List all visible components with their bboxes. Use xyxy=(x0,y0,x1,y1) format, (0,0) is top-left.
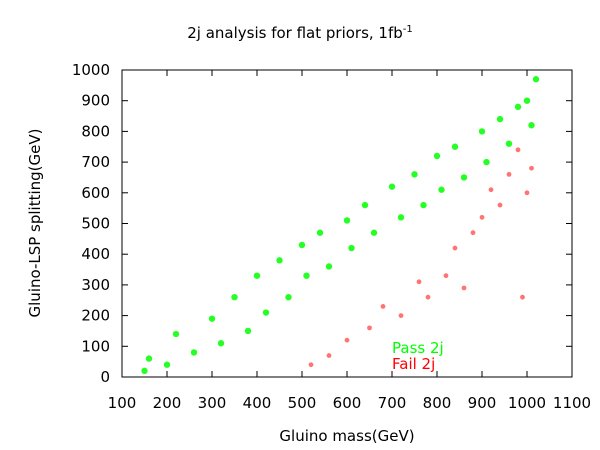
x-tick-label: 600 xyxy=(333,394,362,412)
x-tick-label: 200 xyxy=(153,394,182,412)
pass-2j-point xyxy=(303,272,310,279)
y-tick-label: 900 xyxy=(81,92,110,110)
fail-2j-point xyxy=(479,214,485,220)
y-tick-label: 600 xyxy=(81,184,110,202)
x-tick-label: 1100 xyxy=(553,394,591,412)
pass-2j-point xyxy=(532,76,540,83)
pass-2j-point xyxy=(483,158,490,166)
fail-2j-point xyxy=(524,190,530,196)
pass-2j-point xyxy=(316,229,324,236)
points-layer xyxy=(141,76,540,375)
fail-2j-point xyxy=(344,337,350,343)
pass-2j-point xyxy=(141,367,148,375)
pass-2j-point xyxy=(420,201,427,209)
y-tick-label: 400 xyxy=(81,245,110,263)
pass-2j-point xyxy=(262,309,270,316)
chart-title-text: 2j analysis for flat priors, 1fb xyxy=(187,24,403,42)
fail-2j-point xyxy=(506,171,512,177)
pass-2j-point xyxy=(370,229,378,236)
pass-2j-point xyxy=(451,143,459,150)
x-tick-label: 700 xyxy=(378,394,407,412)
x-tick-label: 100 xyxy=(108,394,137,412)
chart-title-superscript: -1 xyxy=(402,24,413,35)
fail-2j-point xyxy=(520,294,525,300)
ticks-layer: 100 200 300 400 500 600 700 800 900 1000 1100 0 100 2… xyxy=(72,61,591,412)
pass-2j-point xyxy=(438,186,445,193)
fail-2j-point xyxy=(452,245,458,251)
fail-2j-point xyxy=(497,202,503,208)
pass-2j-point xyxy=(325,263,333,270)
fail-2j-point xyxy=(416,279,422,285)
x-tick-label: 400 xyxy=(243,394,272,412)
pass-2j-point xyxy=(217,340,225,347)
x-tick-label: 500 xyxy=(288,394,317,412)
pass-2j-point xyxy=(348,244,355,252)
fail-2j-point xyxy=(470,230,476,236)
y-tick-label: 1000 xyxy=(72,61,110,79)
fail-2j-point xyxy=(425,294,431,300)
pass-2j-point xyxy=(505,140,513,147)
fail-2j-point xyxy=(308,362,314,368)
fail-2j-point xyxy=(326,353,332,358)
x-tick-label: 900 xyxy=(468,394,497,412)
pass-2j-point xyxy=(244,327,252,335)
fail-2j-point xyxy=(443,273,449,279)
fail-2j-point xyxy=(367,325,372,331)
fail-2j-point xyxy=(529,165,534,171)
pass-2j-point xyxy=(361,201,369,209)
fail-2j-point xyxy=(398,313,404,318)
pass-2j-point xyxy=(208,315,216,322)
legend-pass-label: Pass 2j xyxy=(392,339,444,357)
pass-2j-point xyxy=(172,330,180,338)
pass-2j-point xyxy=(388,183,396,190)
x-tick-label: 1000 xyxy=(508,394,546,412)
pass-2j-point xyxy=(298,241,306,249)
pass-2j-point xyxy=(523,97,531,104)
x-tick-label: 300 xyxy=(198,394,227,412)
pass-2j-point xyxy=(253,272,261,279)
pass-2j-point xyxy=(411,171,418,178)
legend-fail-label: Fail 2j xyxy=(392,355,435,373)
pass-2j-point xyxy=(460,174,468,181)
y-tick-label: 500 xyxy=(81,215,110,233)
pass-2j-point xyxy=(496,115,504,123)
pass-2j-point xyxy=(514,103,522,111)
y-tick-label: 0 xyxy=(100,368,110,386)
pass-2j-point xyxy=(343,217,351,224)
pass-2j-point xyxy=(478,128,486,135)
pass-2j-point xyxy=(163,361,171,368)
x-tick-label: 800 xyxy=(423,394,452,412)
pass-2j-point xyxy=(231,293,238,301)
chart-title: 2j analysis for flat priors, 1fb-1 xyxy=(0,24,600,42)
pass-2j-point xyxy=(433,152,441,160)
pass-2j-point xyxy=(145,355,153,362)
pass-2j-point xyxy=(285,293,292,301)
pass-2j-point xyxy=(397,214,405,221)
pass-2j-point xyxy=(528,122,535,129)
y-tick-label: 800 xyxy=(81,122,110,140)
fail-2j-point xyxy=(461,285,467,291)
fail-2j-point xyxy=(380,303,386,309)
y-tick-label: 100 xyxy=(81,337,110,355)
y-tick-label: 700 xyxy=(81,153,110,171)
pass-2j-point xyxy=(276,257,283,264)
fail-2j-point xyxy=(488,187,494,193)
y-tick-label: 300 xyxy=(81,276,110,294)
pass-2j-point xyxy=(190,349,198,356)
x-axis-label: Gluino mass(GeV) xyxy=(279,427,414,445)
fail-2j-point xyxy=(515,147,521,153)
y-axis-label: Gluino-LSP splitting(GeV) xyxy=(26,129,44,318)
y-tick-label: 200 xyxy=(81,307,110,325)
